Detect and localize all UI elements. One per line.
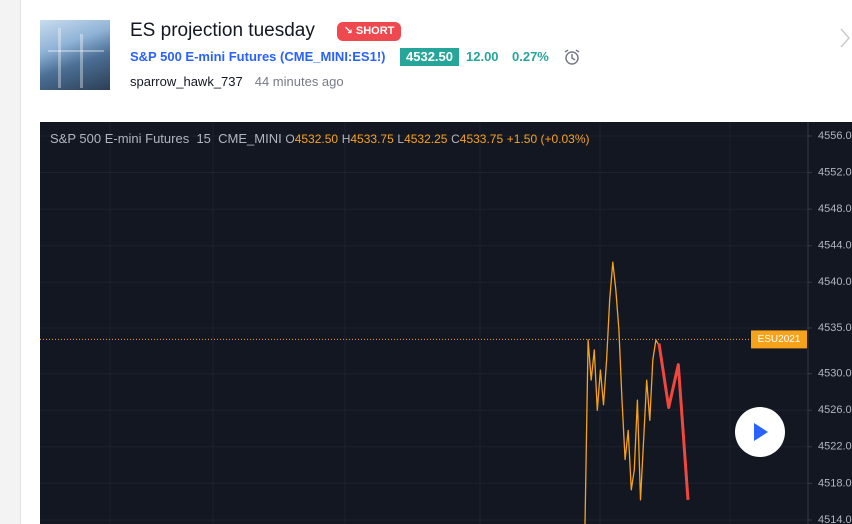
- thumbnail[interactable]: [40, 20, 110, 90]
- idea-title[interactable]: ES projection tuesday: [130, 20, 315, 41]
- y-tick-label: 4514.0: [818, 514, 852, 524]
- author[interactable]: sparrow_hawk_737: [130, 74, 243, 89]
- legend-change: +1.50 (+0.03%): [506, 132, 590, 146]
- time-ago: 44 minutes ago: [254, 74, 344, 89]
- symbol-line: S&P 500 E-mini Futures (CME_MINI:ES1!): [130, 49, 386, 64]
- ohlc-key: O: [285, 132, 295, 146]
- last-price-label: ESU2021: [758, 334, 801, 345]
- alert-icon[interactable]: [562, 47, 582, 67]
- legend-exchange: CME_MINI: [218, 131, 282, 146]
- last-price-box: [751, 330, 807, 349]
- chart-bg: [40, 122, 852, 524]
- y-tick-label: 4535.0: [818, 322, 852, 334]
- y-tick-label: 4522.0: [818, 441, 852, 453]
- y-tick-label: 4540.0: [818, 276, 852, 288]
- short-badge: ↘ SHORT: [337, 22, 401, 41]
- play-button[interactable]: [734, 406, 786, 458]
- chart-legend: S&P 500 E-mini Futures 15 CME_MINI O4532…: [50, 131, 590, 146]
- y-tick-label: 4544.0: [818, 240, 852, 252]
- ohlc-key: L: [397, 132, 405, 146]
- paren: ): [381, 49, 386, 64]
- ohlc-value: 4533.75: [459, 132, 504, 146]
- author-line: sparrow_hawk_737 44 minutes ago: [130, 74, 344, 89]
- symbol-code[interactable]: CME_MINI:ES1!: [284, 49, 382, 64]
- y-tick-label: 4552.0: [818, 166, 852, 178]
- ohlc-value: 4533.75: [350, 132, 394, 146]
- y-tick-label: 4548.0: [818, 203, 852, 215]
- legend-interval: 15: [196, 131, 211, 146]
- change-pct: 0.27%: [512, 49, 549, 64]
- price-box: 4532.50: [400, 48, 459, 66]
- sidebar: [0, 0, 21, 524]
- price-axis: [808, 122, 852, 524]
- ohlc: O4532.50 H4533.75 L4532.25 C4533.75: [285, 131, 506, 146]
- legend-name: S&P 500 E-mini Futures: [50, 131, 190, 146]
- y-tick-label: 4530.0: [818, 368, 852, 380]
- y-tick-label: 4556.0: [818, 130, 852, 142]
- chart[interactable]: 4556.0 4552.0 4548.0 4544.0 4540.0 4535.0 4530…: [40, 122, 852, 524]
- price-line: [584, 261, 660, 524]
- change: 12.00: [466, 49, 499, 64]
- paren: (: [276, 49, 285, 64]
- ohlc-value: 4532.50: [294, 132, 339, 146]
- y-tick-label: 4518.0: [818, 477, 852, 489]
- ohlc-key: H: [341, 132, 351, 146]
- ohlc-value: 4532.25: [404, 132, 448, 146]
- symbol-name[interactable]: S&P 500 E-mini Futures: [130, 49, 277, 64]
- next-arrow[interactable]: [838, 26, 852, 50]
- price-line: [657, 343, 690, 501]
- y-tick-label: 4526.0: [818, 404, 852, 416]
- badge-text: SHORT: [355, 25, 395, 37]
- ohlc-key: C: [451, 132, 460, 146]
